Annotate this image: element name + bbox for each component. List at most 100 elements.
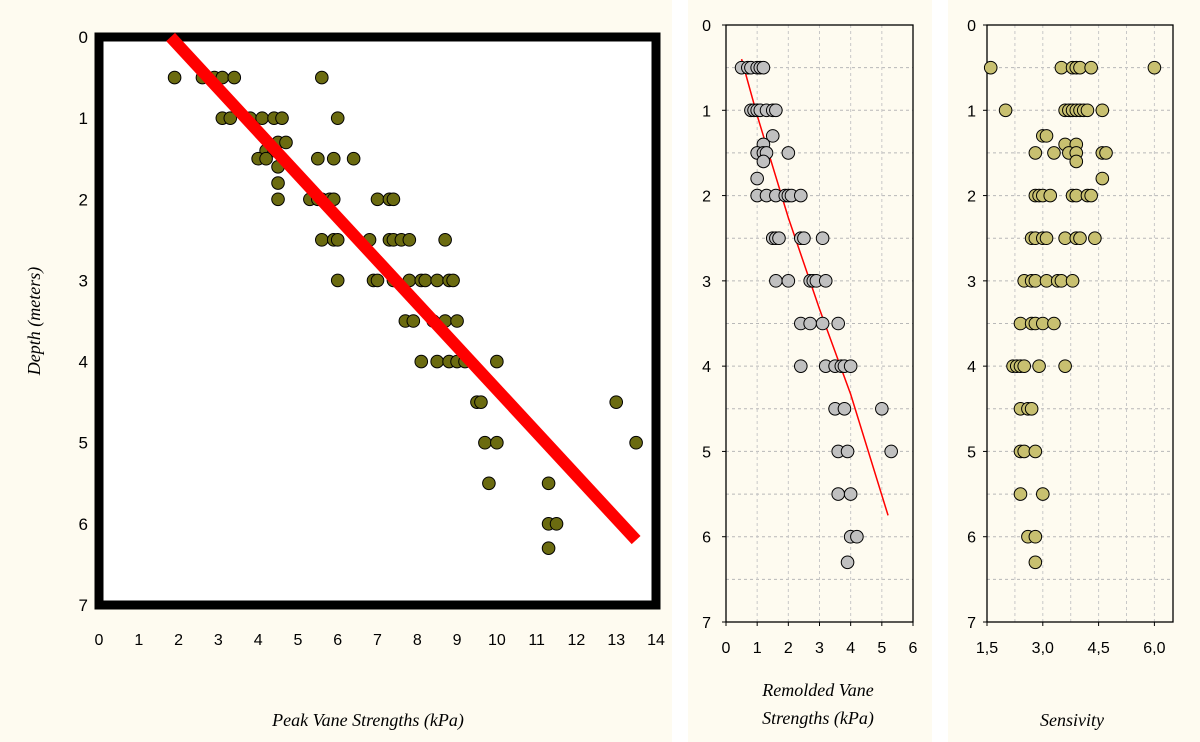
y-tick-label: 6 (702, 530, 711, 547)
data-point (781, 146, 796, 160)
x-tick-label: 4 (846, 640, 855, 657)
x-tick-label: 13 (607, 632, 625, 649)
x-tick-label: 8 (413, 632, 422, 649)
data-point (875, 401, 889, 416)
data-point (1024, 401, 1039, 416)
x-tick-labels: 0 1 2 3 4 5 6 7 8 9 10 11 12 13 14 (95, 632, 665, 649)
x-axis-title: Peak Vane Strengths (kPa) (271, 710, 464, 731)
data-point (1088, 231, 1102, 246)
y-tick-label: 5 (702, 444, 711, 461)
x-tick-label: 14 (647, 632, 665, 649)
data-point (769, 274, 783, 288)
y-tick-label: 3 (967, 274, 976, 291)
data-point (330, 273, 345, 288)
data-point (414, 354, 429, 369)
data-point (271, 192, 285, 207)
data-point (1073, 231, 1087, 246)
data-point (330, 111, 345, 125)
data-point (837, 401, 852, 416)
data-point (884, 444, 898, 459)
data-point (815, 316, 830, 331)
data-points (734, 60, 898, 570)
data-point (1032, 359, 1046, 373)
data-point (1028, 555, 1043, 570)
y-tick-label: 2 (967, 189, 976, 206)
y-tick-label: 3 (702, 274, 711, 291)
x-tick-label: 6 (909, 640, 918, 657)
data-point (756, 154, 771, 169)
y-tick-labels: 0 1 2 3 4 5 6 7 (702, 18, 726, 632)
data-point (1013, 487, 1028, 501)
data-point (850, 529, 864, 544)
data-point (840, 555, 855, 570)
data-point (541, 476, 556, 491)
data-point (772, 231, 786, 246)
data-point (1095, 171, 1110, 186)
x-tick-label: 12 (568, 632, 586, 649)
data-point (223, 111, 238, 125)
data-point (794, 359, 808, 373)
x-tick-label: 10 (488, 632, 506, 649)
data-point (843, 487, 858, 501)
data-point (831, 487, 846, 501)
x-tick-label: 3 (214, 632, 223, 649)
data-point (797, 231, 811, 246)
data-point (446, 273, 460, 288)
y-tick-label: 5 (79, 434, 88, 453)
y-tick-labels: 0 1 2 3 4 5 6 7 (967, 18, 987, 632)
data-point (402, 233, 417, 247)
x-tick-label: 11 (528, 632, 545, 649)
data-point (1028, 529, 1043, 544)
data-point (549, 517, 564, 531)
data-point (370, 273, 385, 288)
data-point (315, 70, 329, 85)
data-point (756, 60, 771, 75)
data-point (490, 354, 504, 369)
data-point (482, 476, 496, 491)
data-point (430, 354, 444, 369)
data-point (769, 103, 783, 118)
data-point (1017, 359, 1031, 373)
data-point (609, 395, 624, 409)
x-tick-label: 0 (722, 640, 731, 657)
y-tick-label: 1 (79, 109, 88, 128)
data-point (418, 273, 433, 288)
data-point (983, 60, 998, 75)
data-point (1036, 487, 1050, 501)
x-axis-title: Remolded Vane Strengths (kPa) (761, 680, 874, 729)
panel-background (688, 0, 932, 742)
data-points (983, 60, 1162, 570)
data-point (1039, 231, 1054, 246)
y-tick-label: 3 (79, 271, 88, 290)
x-tick-label: 3 (815, 640, 824, 657)
data-point (1043, 188, 1058, 203)
y-tick-label: 7 (967, 615, 976, 632)
x-tick-label: 9 (453, 632, 462, 649)
data-point (803, 316, 817, 331)
plot-area (986, 24, 1174, 623)
x-tick-labels: 1,5 3,0 4,5 6,0 (976, 622, 1166, 657)
y-tick-label: 0 (79, 28, 88, 47)
trend-line (166, 32, 641, 545)
y-tick-label: 6 (967, 530, 976, 547)
data-point (781, 274, 796, 288)
data-point (386, 192, 401, 207)
x-tick-label: 5 (877, 640, 886, 657)
panel-remolded: 0 1 2 3 4 5 6 0 1 2 3 4 5 6 7 Remolded Vane Strengths … (688, 0, 932, 742)
data-point (474, 395, 488, 409)
data-point (831, 316, 846, 331)
y-tick-label: 0 (967, 18, 976, 35)
x-tick-labels: 0 1 2 3 4 5 6 (722, 622, 918, 657)
data-point (346, 151, 361, 166)
data-point (765, 129, 780, 143)
panel-sensitivity: 1,5 3,0 4,5 6,0 0 1 2 3 4 5 6 7 Sensivity (948, 0, 1200, 742)
x-tick-label: 5 (293, 632, 302, 649)
x-axis-title: Sensivity (1040, 710, 1104, 730)
x-tick-label: 0 (95, 632, 104, 649)
y-tick-label: 7 (79, 596, 88, 615)
data-point (438, 233, 452, 247)
y-tick-label: 7 (702, 615, 711, 632)
data-point (167, 70, 182, 85)
data-point (1047, 316, 1061, 331)
